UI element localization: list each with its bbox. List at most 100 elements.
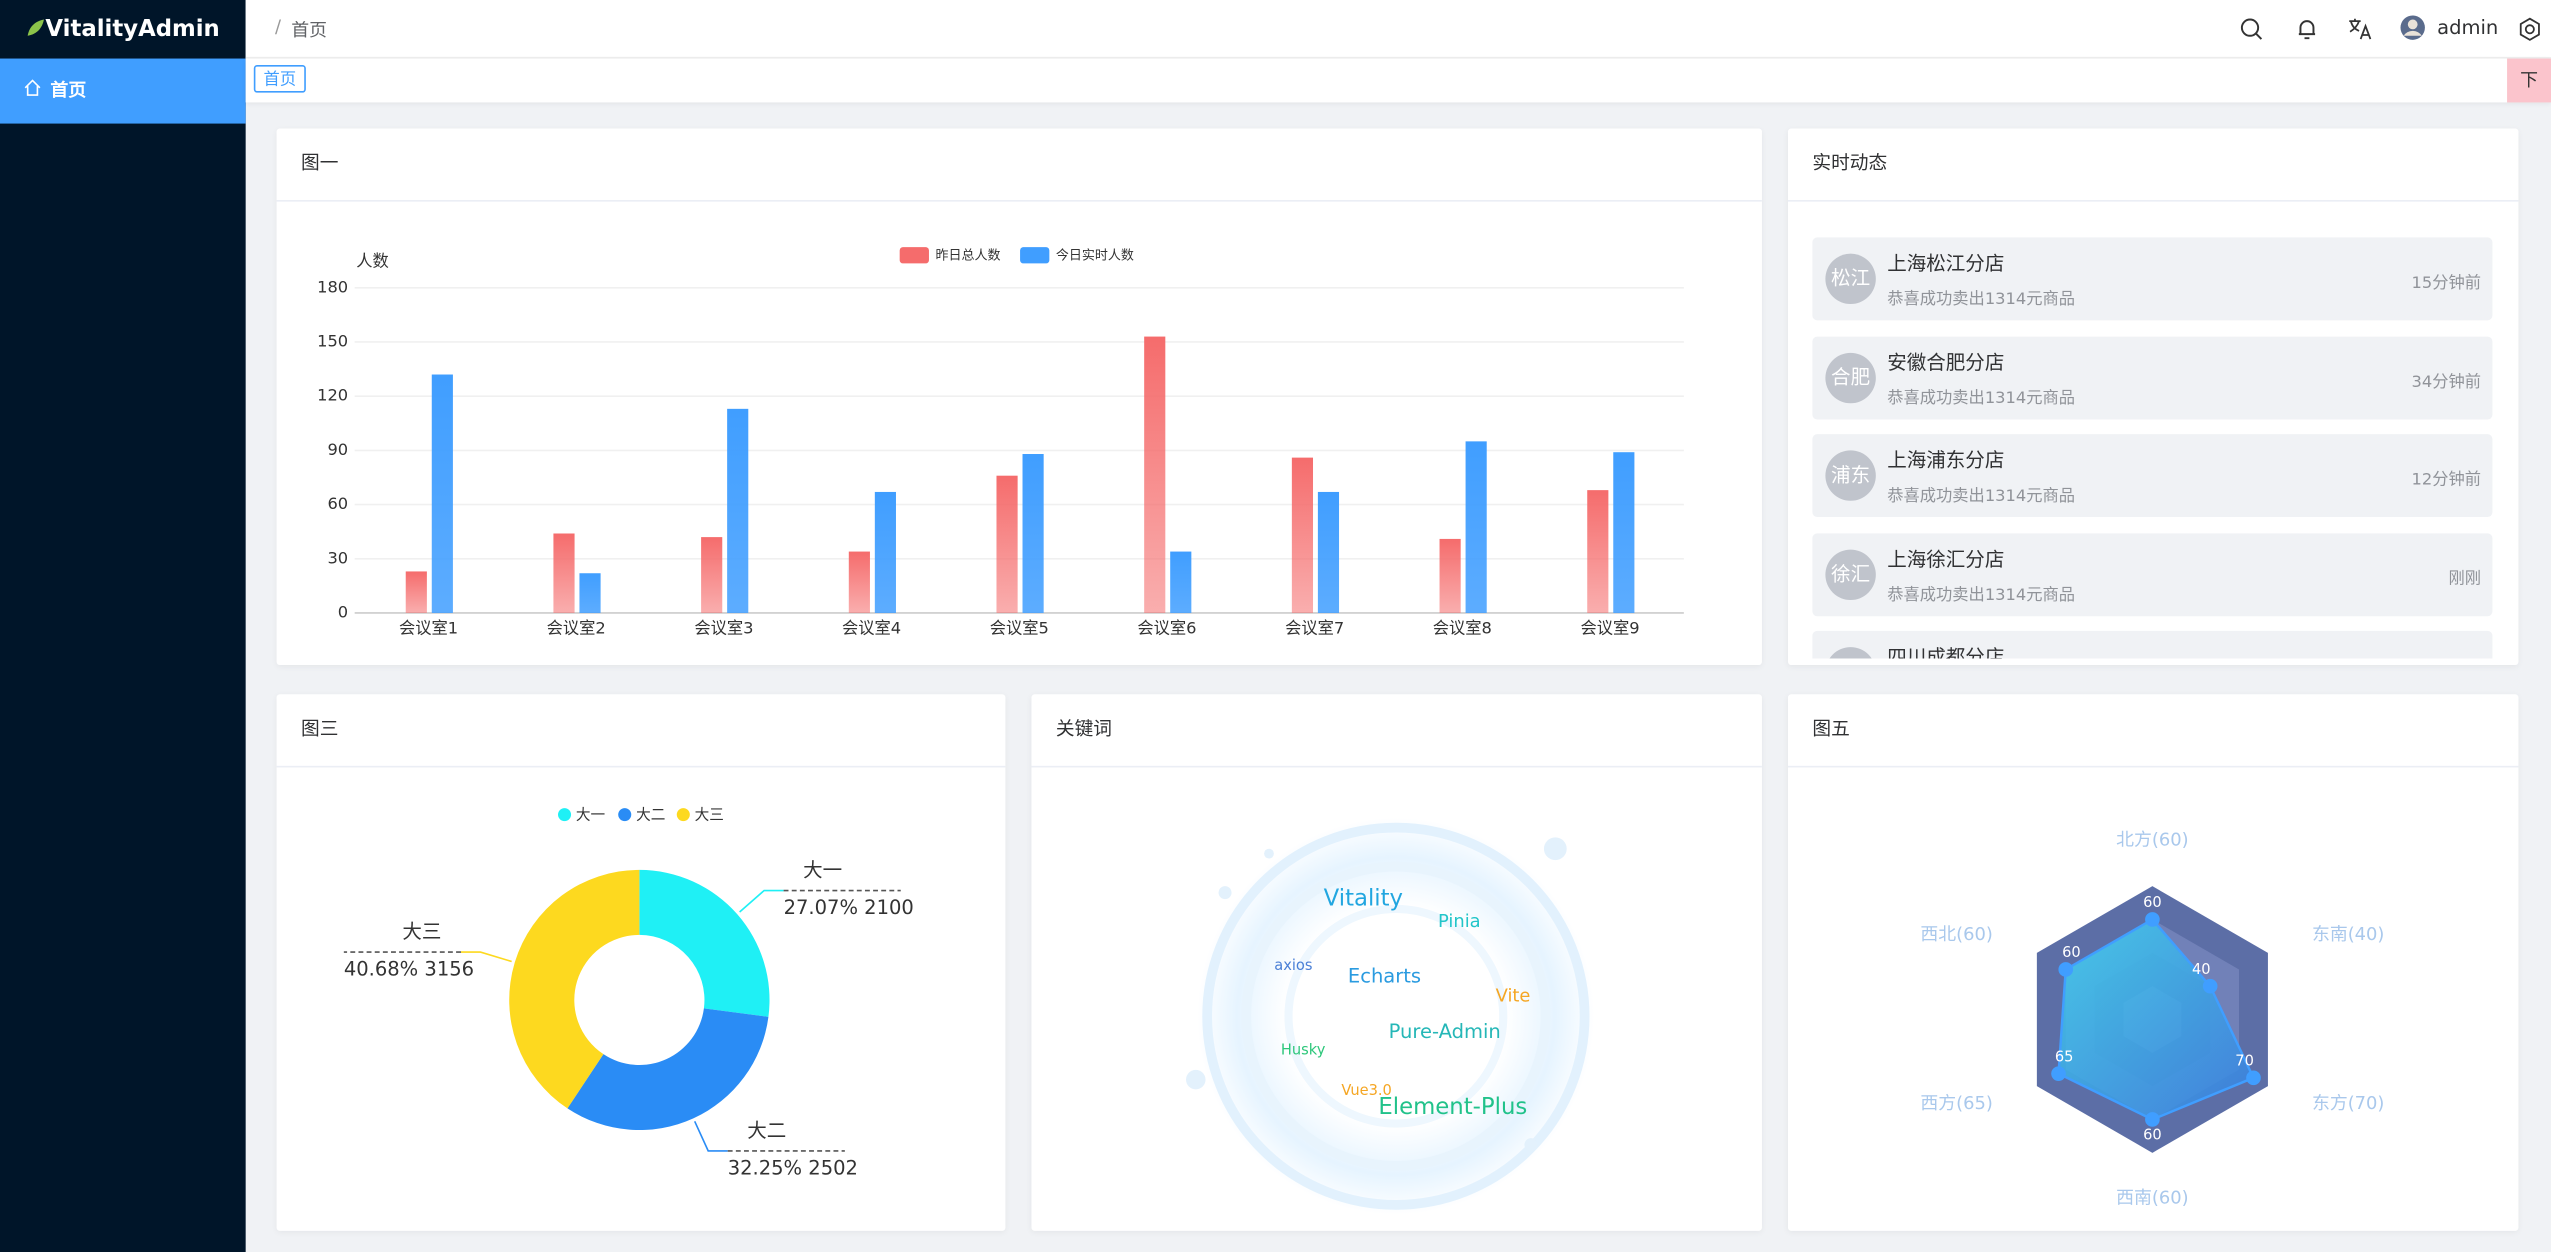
keyword: Pinia [1438, 911, 1481, 932]
y-tick-label: 0 [338, 602, 348, 621]
ring [1241, 861, 1551, 1171]
leader-line [739, 889, 784, 913]
bar [1291, 457, 1314, 613]
radar-point [2145, 1112, 2160, 1127]
legend-label: 今日实时人数 [1056, 248, 1134, 264]
ring [1202, 822, 1590, 1210]
card-title: 关键词 [1031, 694, 1762, 768]
leader-line [693, 1120, 728, 1152]
avatar: 徐汇 [1825, 548, 1876, 600]
point-label: 65 [2055, 1048, 2074, 1065]
legend-label: 昨日总人数 [935, 249, 1000, 264]
bar [1465, 441, 1487, 613]
point-label: 40 [2192, 961, 2211, 978]
radar-point [2051, 1066, 2066, 1081]
activity-item: 浦东 上海浦东分店恭喜成功卖出1314元商品 12分钟前 [1812, 434, 2493, 518]
radar-point [2145, 912, 2160, 927]
translate-icon[interactable] [2348, 16, 2374, 42]
settings-icon[interactable] [2517, 16, 2543, 42]
slice-label: 40.68% 3156 [344, 957, 474, 980]
bubble [1543, 837, 1567, 861]
y-tick-label: 30 [327, 548, 348, 567]
activity-item: 松江 上海松江分店 恭喜成功卖出1314元商品 15分钟前 [1812, 237, 2493, 321]
bar [431, 374, 453, 613]
bell-icon[interactable] [2294, 16, 2320, 42]
pie-chart: 大一 27.07% 2100 大二 32.25% 2502 大三 40.68% 3156 大… [344, 806, 914, 1179]
store-name: 上海松江分店 [1887, 252, 2005, 275]
bar [727, 408, 749, 613]
menu-item[interactable]: 首页 [0, 58, 246, 124]
point-label: 60 [2143, 1127, 2162, 1144]
bar [553, 533, 575, 613]
bar [1144, 336, 1166, 613]
slice-label: 27.07% 2100 [784, 896, 914, 919]
x-tick-label: 会议室5 [990, 619, 1049, 638]
card-radar: 图五 60 北方(60) 40 东南(40) 70 东方(70) 60 西南(60) 65 西方(… [1787, 694, 2519, 1231]
menu-text: 首页 [50, 79, 87, 101]
card-title: 图三 [276, 694, 1006, 768]
card-title: 图一 [276, 128, 1762, 202]
y-tick-label: 150 [317, 331, 348, 350]
logo [27, 19, 44, 36]
radar-point [2202, 978, 2218, 994]
home-icon [24, 79, 41, 96]
indicator-label: 西方(65) [1920, 1093, 1992, 1114]
bar [1587, 490, 1609, 613]
header: / 首页 admin [245, 0, 2551, 59]
x-tick-label: 会议室9 [1580, 619, 1639, 638]
bar [1170, 551, 1192, 613]
avatar: 浦东 [1825, 450, 1876, 501]
activity-item: 四川成都分店 [1812, 630, 2493, 659]
indicator-label: 西北(60) [1920, 924, 1992, 945]
bar [579, 573, 601, 613]
x-tick-label: 会议室3 [694, 619, 753, 638]
tab-menu-button[interactable]: 下 [2507, 58, 2551, 103]
avatar: 松江 [1825, 253, 1876, 305]
point-label: 60 [2143, 894, 2162, 911]
store-desc: 恭喜成功卖出1314元商品 [1887, 291, 2076, 309]
keyword: Vitality [1324, 886, 1403, 912]
radar-point [2058, 962, 2074, 977]
brand[interactable]: VitalityAdmin [0, 0, 246, 59]
card-title: 实时动态 [1787, 128, 2519, 202]
x-tick-label: 会议室6 [1137, 619, 1196, 638]
card-activity: 实时动态 松江 上海松江分店 恭喜成功卖出1314元商品 15分钟前 合肥 安徽合肥分店恭… [1787, 128, 2519, 666]
search-icon[interactable] [2239, 16, 2265, 42]
point-label: 60 [2062, 944, 2081, 961]
breadcrumb-sep: / [274, 16, 281, 38]
store-name: 上海徐汇分店 [1887, 547, 2005, 570]
avatar[interactable] [2400, 15, 2426, 41]
ring [1197, 817, 1595, 1215]
tabs-bar: 首页 下 [245, 58, 2551, 103]
store-desc: 恭喜成功卖出1314元商品 [1887, 487, 2076, 506]
bar [874, 491, 896, 613]
store-name: 上海浦东分店 [1887, 448, 2005, 472]
card-bar: 图一 人数 0 30 60 90 120 150 180 会议室1 会议室2 会议室3 会议室4 会议室… [276, 128, 1762, 666]
pie-slice [639, 869, 770, 1017]
tab[interactable]: 首页 [253, 65, 306, 93]
keyword: Element-Plus [1378, 1094, 1527, 1120]
y-tick-label: 90 [327, 440, 348, 459]
store-desc: 恭喜成功卖出1314元商品 [1887, 389, 2076, 408]
x-tick-label: 会议室2 [547, 619, 606, 638]
indicator-label: 东方(70) [2312, 1093, 2384, 1114]
username[interactable]: admin [2437, 16, 2499, 40]
store-name: 四川成都分店 [1887, 645, 2005, 659]
time: 12分钟前 [2411, 471, 2482, 490]
pie-slice [567, 1008, 769, 1131]
indicator-label: 东南(40) [2312, 924, 2384, 945]
keyword: Echarts [1348, 965, 1421, 988]
leader-line [460, 951, 512, 963]
store-desc: 恭喜成功卖出1314元商品 [1887, 586, 2076, 605]
y-tick-label: 180 [317, 277, 348, 296]
activity-list: 松江 上海松江分店 恭喜成功卖出1314元商品 15分钟前 合肥 安徽合肥分店 恭喜成功卖出… [1788, 128, 2518, 659]
bar [1022, 454, 1044, 613]
ring [1284, 904, 1508, 1128]
y-tick-label: 120 [317, 386, 348, 405]
bar [405, 571, 427, 613]
breadcrumb[interactable]: 首页 [291, 19, 328, 41]
bubble [1186, 1069, 1206, 1090]
slice-name: 大二 [747, 1119, 786, 1142]
radar-point [2246, 1070, 2261, 1086]
